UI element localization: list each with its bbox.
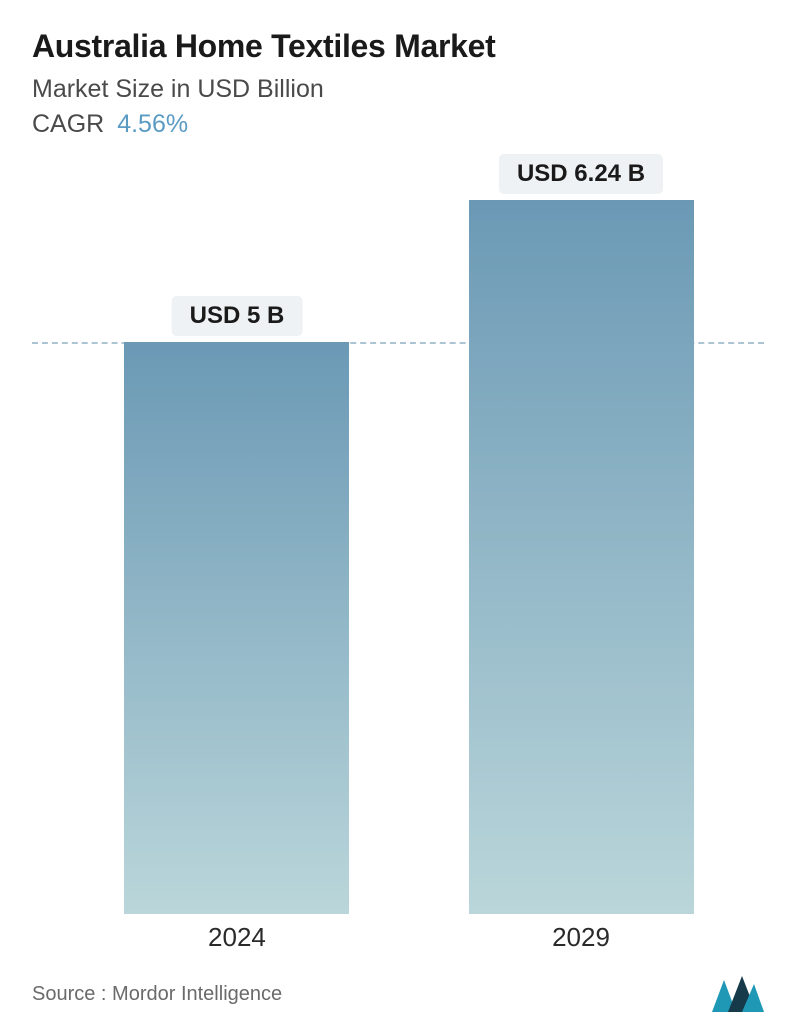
bar-value-badge: USD 6.24 B (499, 154, 663, 194)
source-attribution: Source : Mordor Intelligence (32, 983, 282, 1006)
bar-fill (469, 200, 694, 914)
brand-logo-icon (712, 976, 764, 1012)
chart-footer: Source : Mordor Intelligence (32, 976, 764, 1012)
cagr-value: 4.56% (117, 110, 188, 138)
bar-fill (124, 342, 349, 914)
bar-2024: USD 5 B (124, 342, 349, 914)
x-axis-label: 2024 (208, 922, 266, 953)
chart-subtitle: Market Size in USD Billion (32, 75, 764, 104)
chart-title: Australia Home Textiles Market (32, 28, 764, 65)
chart-plot-area: USD 5 B USD 6.24 B (32, 200, 764, 914)
bar-2029: USD 6.24 B (469, 200, 694, 914)
bar-value-badge: USD 5 B (172, 296, 303, 336)
x-axis-label: 2029 (552, 922, 610, 953)
cagr-row: CAGR 4.56% (32, 110, 764, 139)
x-axis-labels: 2024 2029 (32, 922, 764, 962)
cagr-label: CAGR (32, 110, 104, 138)
